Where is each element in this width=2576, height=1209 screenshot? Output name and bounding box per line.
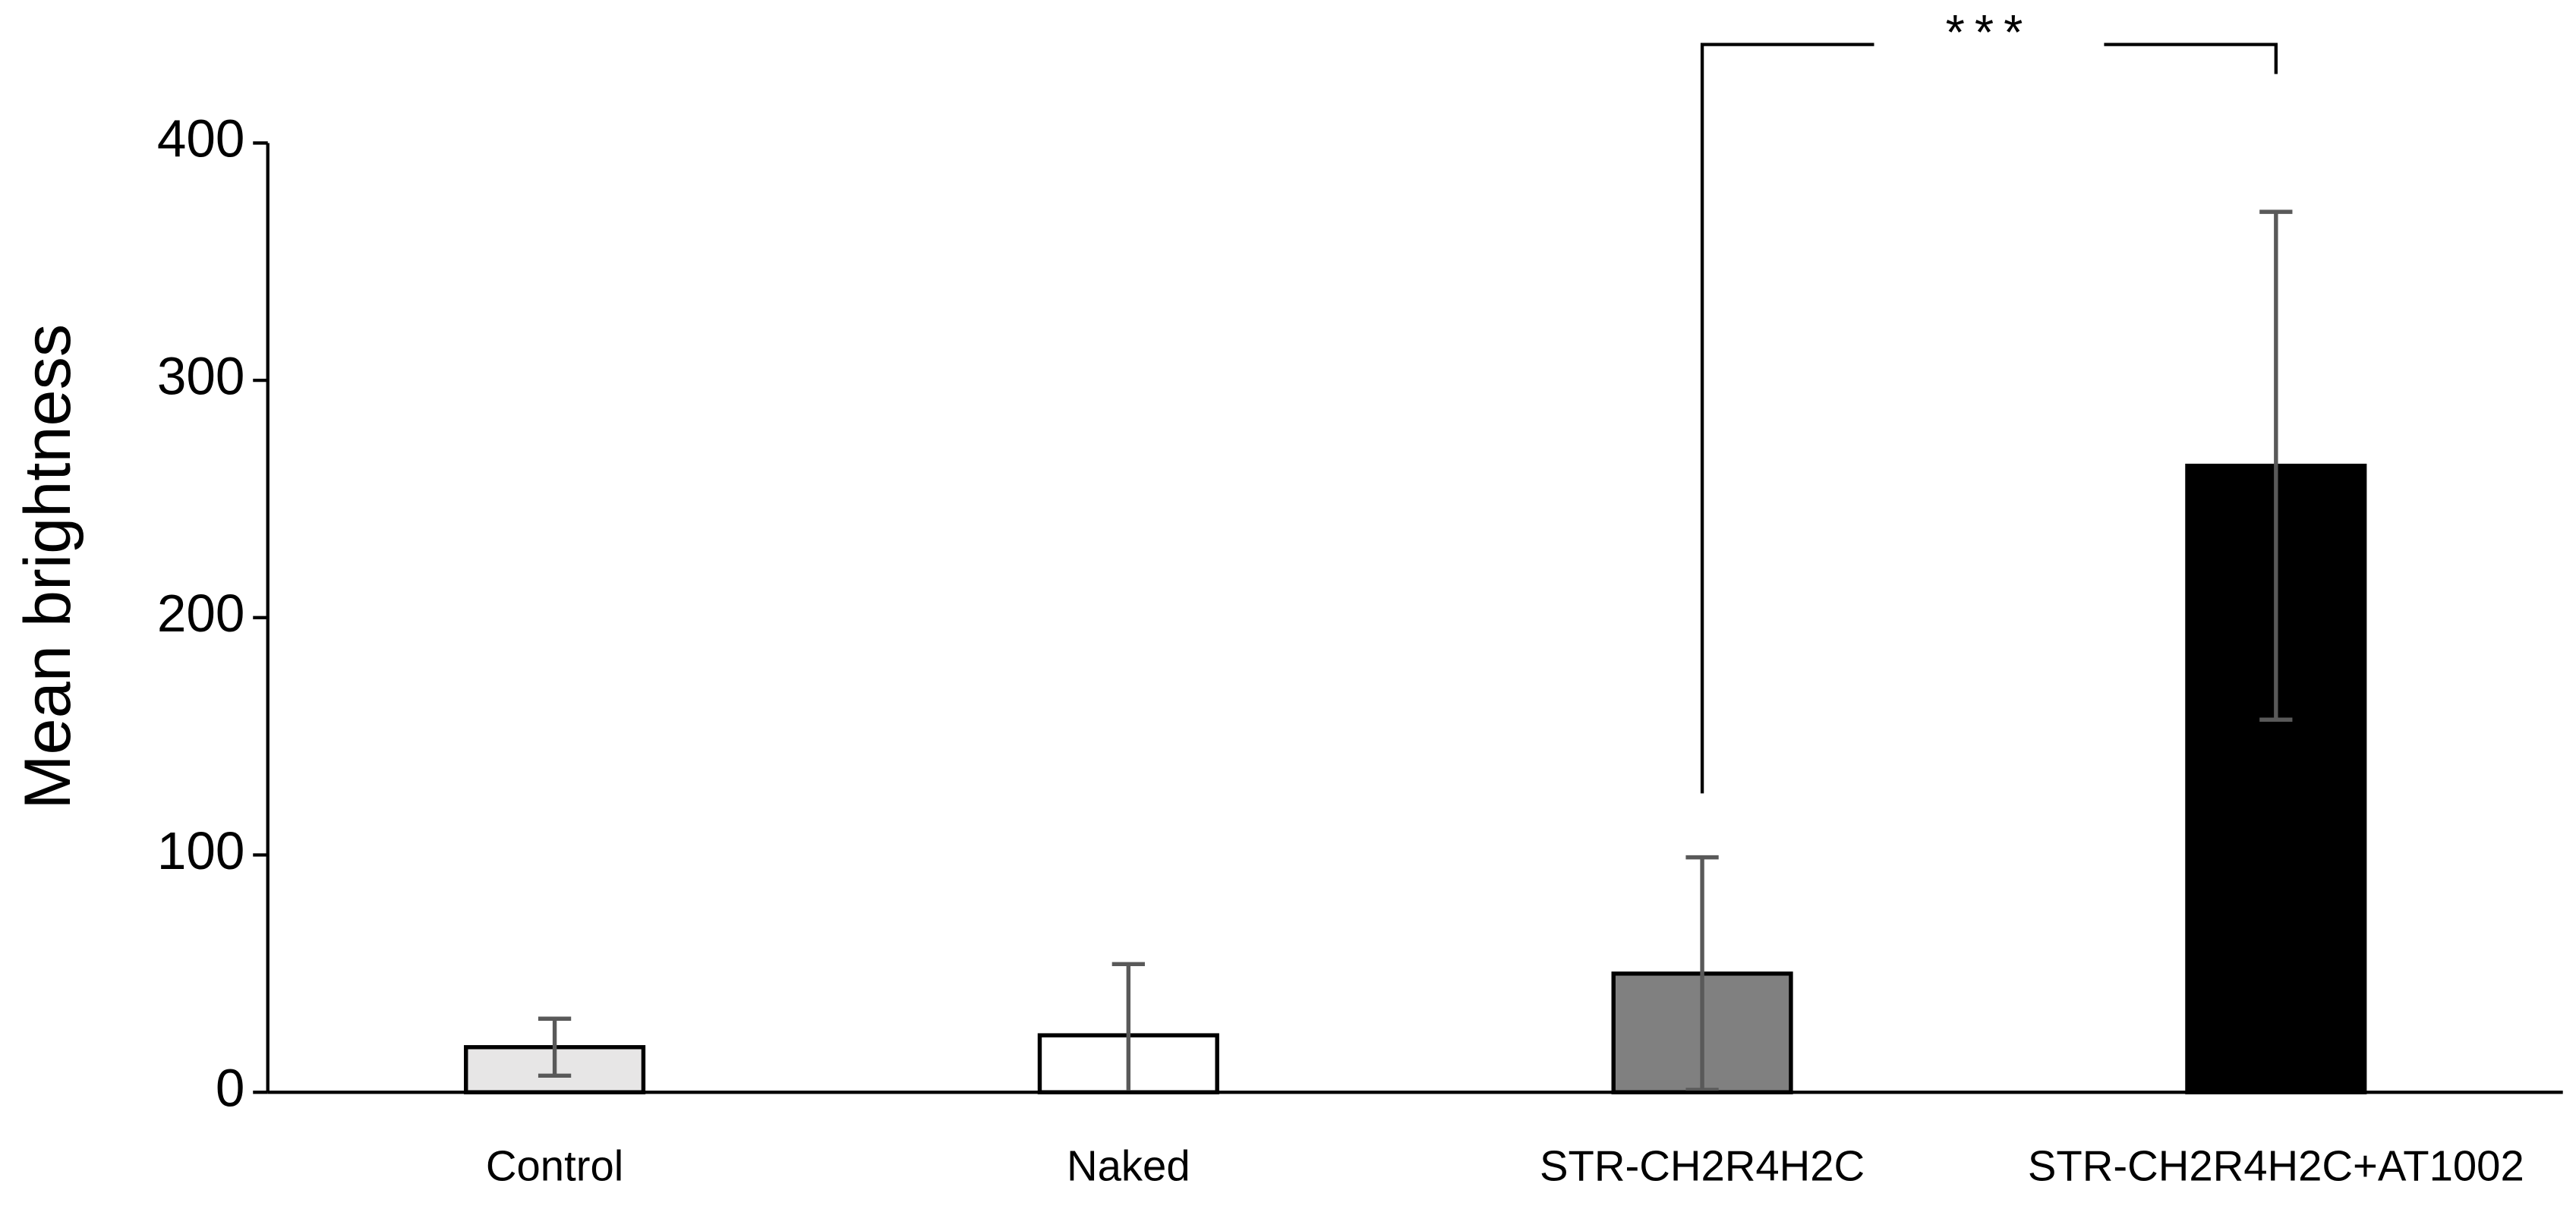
y-tick-label: 100 — [157, 821, 245, 880]
significance-bracket — [1700, 43, 2278, 794]
y-axis-label: Mean brightness — [11, 324, 84, 810]
x-tick-label: Naked — [1067, 1142, 1190, 1190]
error-bar — [1685, 855, 1719, 1092]
y-tick-label: 0 — [216, 1058, 245, 1117]
error-bar — [1111, 962, 1145, 1093]
y-tick-label: 200 — [157, 584, 245, 643]
error-bar — [538, 1016, 572, 1078]
y-tick-label: 400 — [157, 109, 245, 168]
x-tick-label: Control — [486, 1142, 623, 1190]
x-tick-label: STR-CH2R4H2C+AT1002 — [2028, 1142, 2524, 1190]
y-tick-label: 300 — [157, 346, 245, 405]
error-bar — [2259, 209, 2293, 722]
x-tick-label: STR-CH2R4H2C — [1540, 1142, 1865, 1190]
significance-label: *** — [1946, 5, 2033, 60]
